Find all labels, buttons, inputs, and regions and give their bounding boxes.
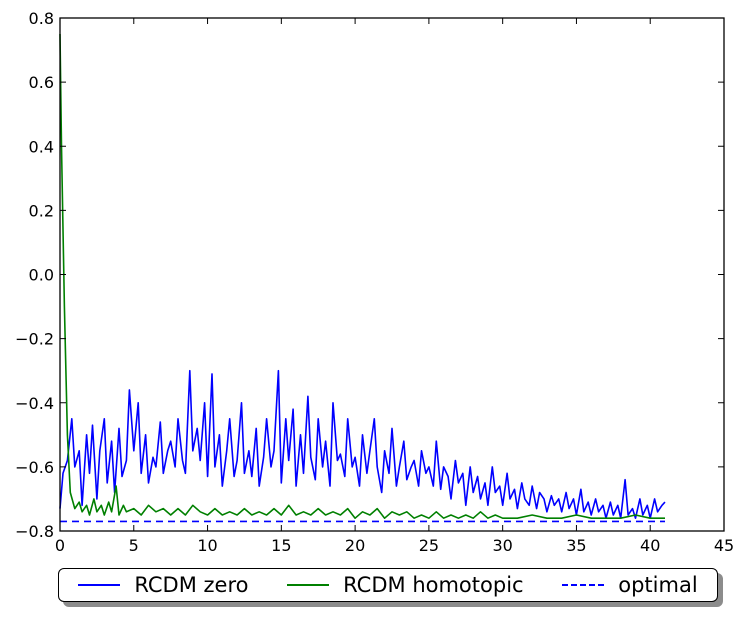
plot-frame — [59, 17, 725, 532]
y-tick-label: 0.6 — [29, 73, 54, 92]
x-tick-label: 40 — [640, 536, 660, 555]
legend-label-rcdm-zero: RCDM zero — [134, 573, 249, 597]
y-tick-label: 0.0 — [29, 266, 54, 285]
series-line-rcdm-zero — [59, 369, 666, 520]
y-tick-label: 0.4 — [29, 137, 54, 156]
x-tick-label: 45 — [714, 536, 734, 555]
x-tick-label: 35 — [566, 536, 586, 555]
plot-area — [59, 33, 666, 523]
legend-item-rcdm-zero: RCDM zero — [78, 573, 248, 597]
series-line-rcdm-homotopic — [59, 33, 665, 520]
axes: 0 5 10 15 20 25 30 35 40 45 −0.8 −0.6 −0.4 −0.2 0.0 0.2… — [15, 9, 734, 555]
x-tick-label: 25 — [419, 536, 439, 555]
y-tick-label: 0.2 — [29, 201, 54, 220]
legend-label-optimal: optimal — [618, 573, 698, 597]
x-tick-label: 20 — [345, 536, 365, 555]
legend-swatch-optimal — [562, 584, 605, 586]
legend-swatch-rcdm-zero — [78, 584, 121, 586]
x-tick-label: 30 — [492, 536, 512, 555]
line-chart: 0 5 10 15 20 25 30 35 40 45 −0.8 −0.6 −0.4 −0.2 0.0 0.2… — [15, 9, 734, 555]
y-tick-label: 0.8 — [29, 9, 54, 28]
y-tick-label: −0.8 — [15, 522, 54, 541]
y-tick-label: −0.2 — [15, 330, 54, 349]
y-tick-label: −0.6 — [15, 458, 54, 477]
legend-label-rcdm-homotopic: RCDM homotopic — [343, 573, 524, 597]
legend-item-rcdm-homotopic: RCDM homotopic — [287, 573, 524, 597]
x-tick-label: 5 — [129, 536, 139, 555]
legend-swatch-rcdm-homotopic — [287, 584, 330, 586]
legend-item-optimal: optimal — [562, 573, 698, 597]
x-tick-label: 0 — [55, 536, 65, 555]
y-tick-label: −0.4 — [15, 394, 54, 413]
legend: RCDM zero RCDM homotopic optimal — [58, 568, 718, 602]
x-tick-label: 10 — [197, 536, 217, 555]
x-tick-label: 15 — [271, 536, 291, 555]
